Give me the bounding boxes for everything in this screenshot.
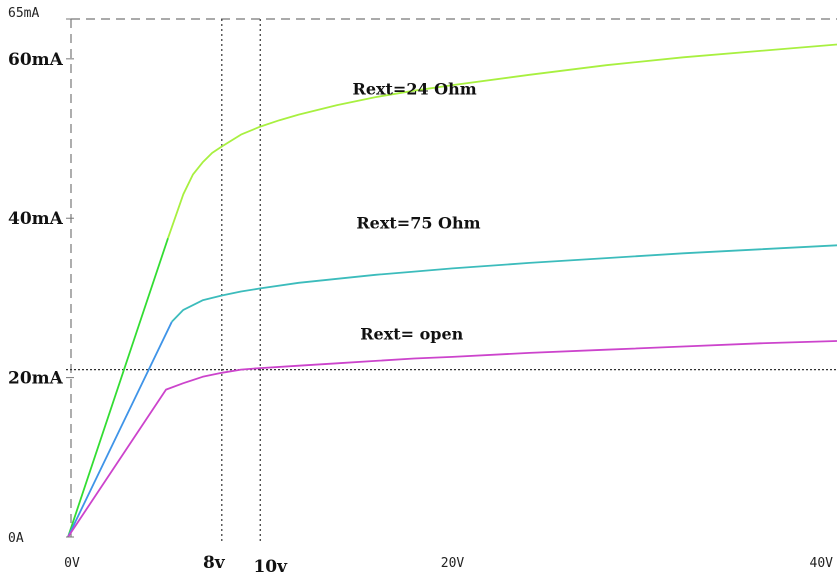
x-tick-label: 20V bbox=[441, 556, 465, 571]
series-line-rext-75-ohm-0 bbox=[67, 321, 173, 538]
series-line-rext-75-ohm-1 bbox=[171, 244, 837, 323]
series-line-rext-open-0 bbox=[67, 340, 837, 538]
x-tick-label: 8v bbox=[203, 553, 226, 573]
x-tick-label: 10v bbox=[253, 557, 288, 576]
y-tick-label: 60mA bbox=[8, 50, 64, 70]
reference-lines bbox=[66, 19, 837, 541]
y-tick-label: 65mA bbox=[8, 6, 39, 21]
series-labels: Rext=24 Ohm Rext=75 Ohm Rext= open bbox=[353, 80, 481, 344]
series-group bbox=[67, 43, 837, 538]
plot-frame bbox=[70, 18, 837, 537]
y-tick-label: 40mA bbox=[8, 209, 64, 229]
series-label-rext-open: Rext= open bbox=[360, 324, 463, 343]
series-label-rext-75-ohm: Rext=75 Ohm bbox=[356, 214, 480, 233]
series-rext-24-ohm bbox=[67, 43, 837, 538]
series-rext-75-ohm bbox=[67, 244, 837, 538]
x-tick-labels: 0V 8v 10v 20V 40V bbox=[64, 553, 833, 576]
series-label-rext-24-ohm: Rext=24 Ohm bbox=[353, 80, 477, 99]
series-rext-open bbox=[67, 340, 837, 538]
y-tick-label: 0A bbox=[8, 531, 24, 546]
series-line-rext-24-ohm-1 bbox=[167, 43, 837, 239]
series-line-rext-24-ohm-0 bbox=[67, 237, 169, 538]
y-tick-label: 20mA bbox=[8, 369, 64, 389]
x-tick-label: 0V bbox=[64, 556, 80, 571]
y-tick-labels: 65mA 60mA 40mA 20mA 0A bbox=[8, 6, 74, 546]
x-tick-label: 40V bbox=[810, 556, 834, 571]
